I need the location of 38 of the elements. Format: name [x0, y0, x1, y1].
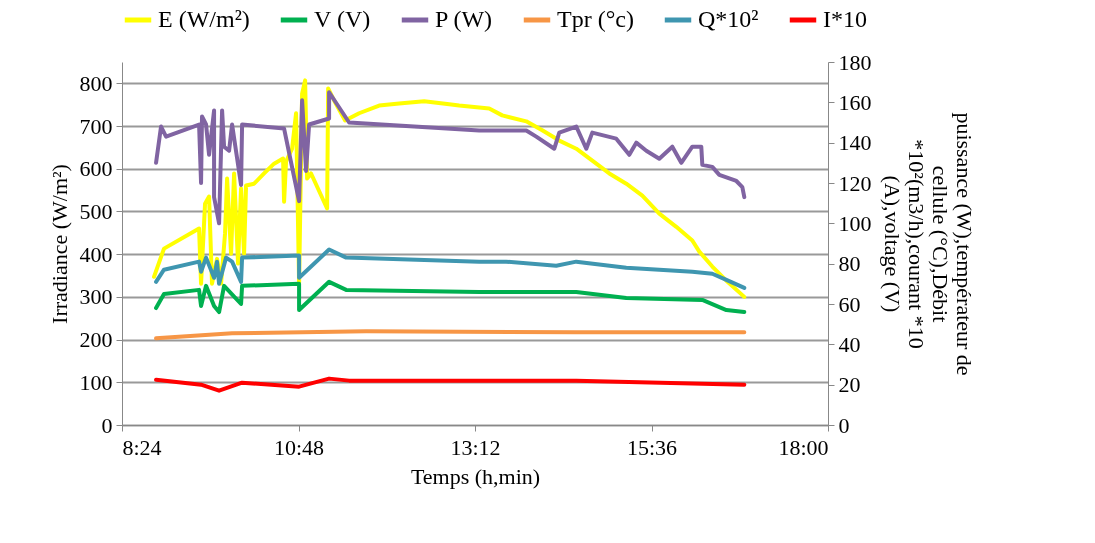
legend-label: P (W) [435, 6, 493, 32]
legend-label: Q*10² [698, 6, 759, 32]
y2-tick-label: 0 [838, 412, 850, 438]
y-tick-label: 100 [79, 369, 113, 395]
line-series [154, 90, 747, 226]
legend-label: I*10 [823, 6, 867, 32]
x-tick-label: 13:12 [450, 434, 501, 460]
legend-label: E (W/m²) [158, 6, 250, 32]
y2-tick-label: 140 [838, 130, 872, 156]
x-tick-label: 18:00 [778, 434, 829, 460]
x-axis-title: Temps (h,min) [410, 463, 541, 489]
x-tick-label: 8:24 [122, 434, 162, 460]
y2-tick-label: 60 [838, 291, 861, 317]
x-tick-label: 15:36 [626, 434, 678, 460]
y-axis-title: Irradiance (W/m²) [46, 164, 72, 324]
y-tick-label: 500 [79, 198, 113, 224]
y-tick-label: 700 [79, 113, 113, 139]
legend-label: Tpr (°c) [557, 6, 634, 32]
y2-tick-label: 120 [838, 170, 872, 196]
y-tick-label: 600 [79, 156, 113, 182]
y2-tick-label: 40 [838, 331, 861, 357]
y2-tick-label: 80 [838, 251, 861, 277]
y2-axis-title: puissance (W),températeur de cellule (°C),Débit *10²(m3/h),courant *10 (A),voltage (V) [879, 112, 977, 376]
x-tick-label: 10:48 [273, 434, 325, 460]
y-tick-label: 0 [101, 412, 113, 438]
line-series [154, 329, 747, 341]
y2-tick-label: 100 [838, 210, 872, 236]
y-tick-label: 200 [79, 327, 113, 353]
y-tick-label: 400 [79, 241, 113, 267]
y-tick-label: 800 [79, 70, 113, 96]
y2-tick-label: 20 [838, 372, 861, 398]
line-series [154, 279, 747, 315]
line-series [154, 376, 747, 393]
y-tick-label: 300 [79, 284, 113, 310]
legend-label: V (V) [314, 6, 371, 32]
y2-tick-label: 180 [838, 49, 872, 75]
y2-tick-label: 160 [838, 89, 872, 115]
line-series [154, 247, 747, 290]
